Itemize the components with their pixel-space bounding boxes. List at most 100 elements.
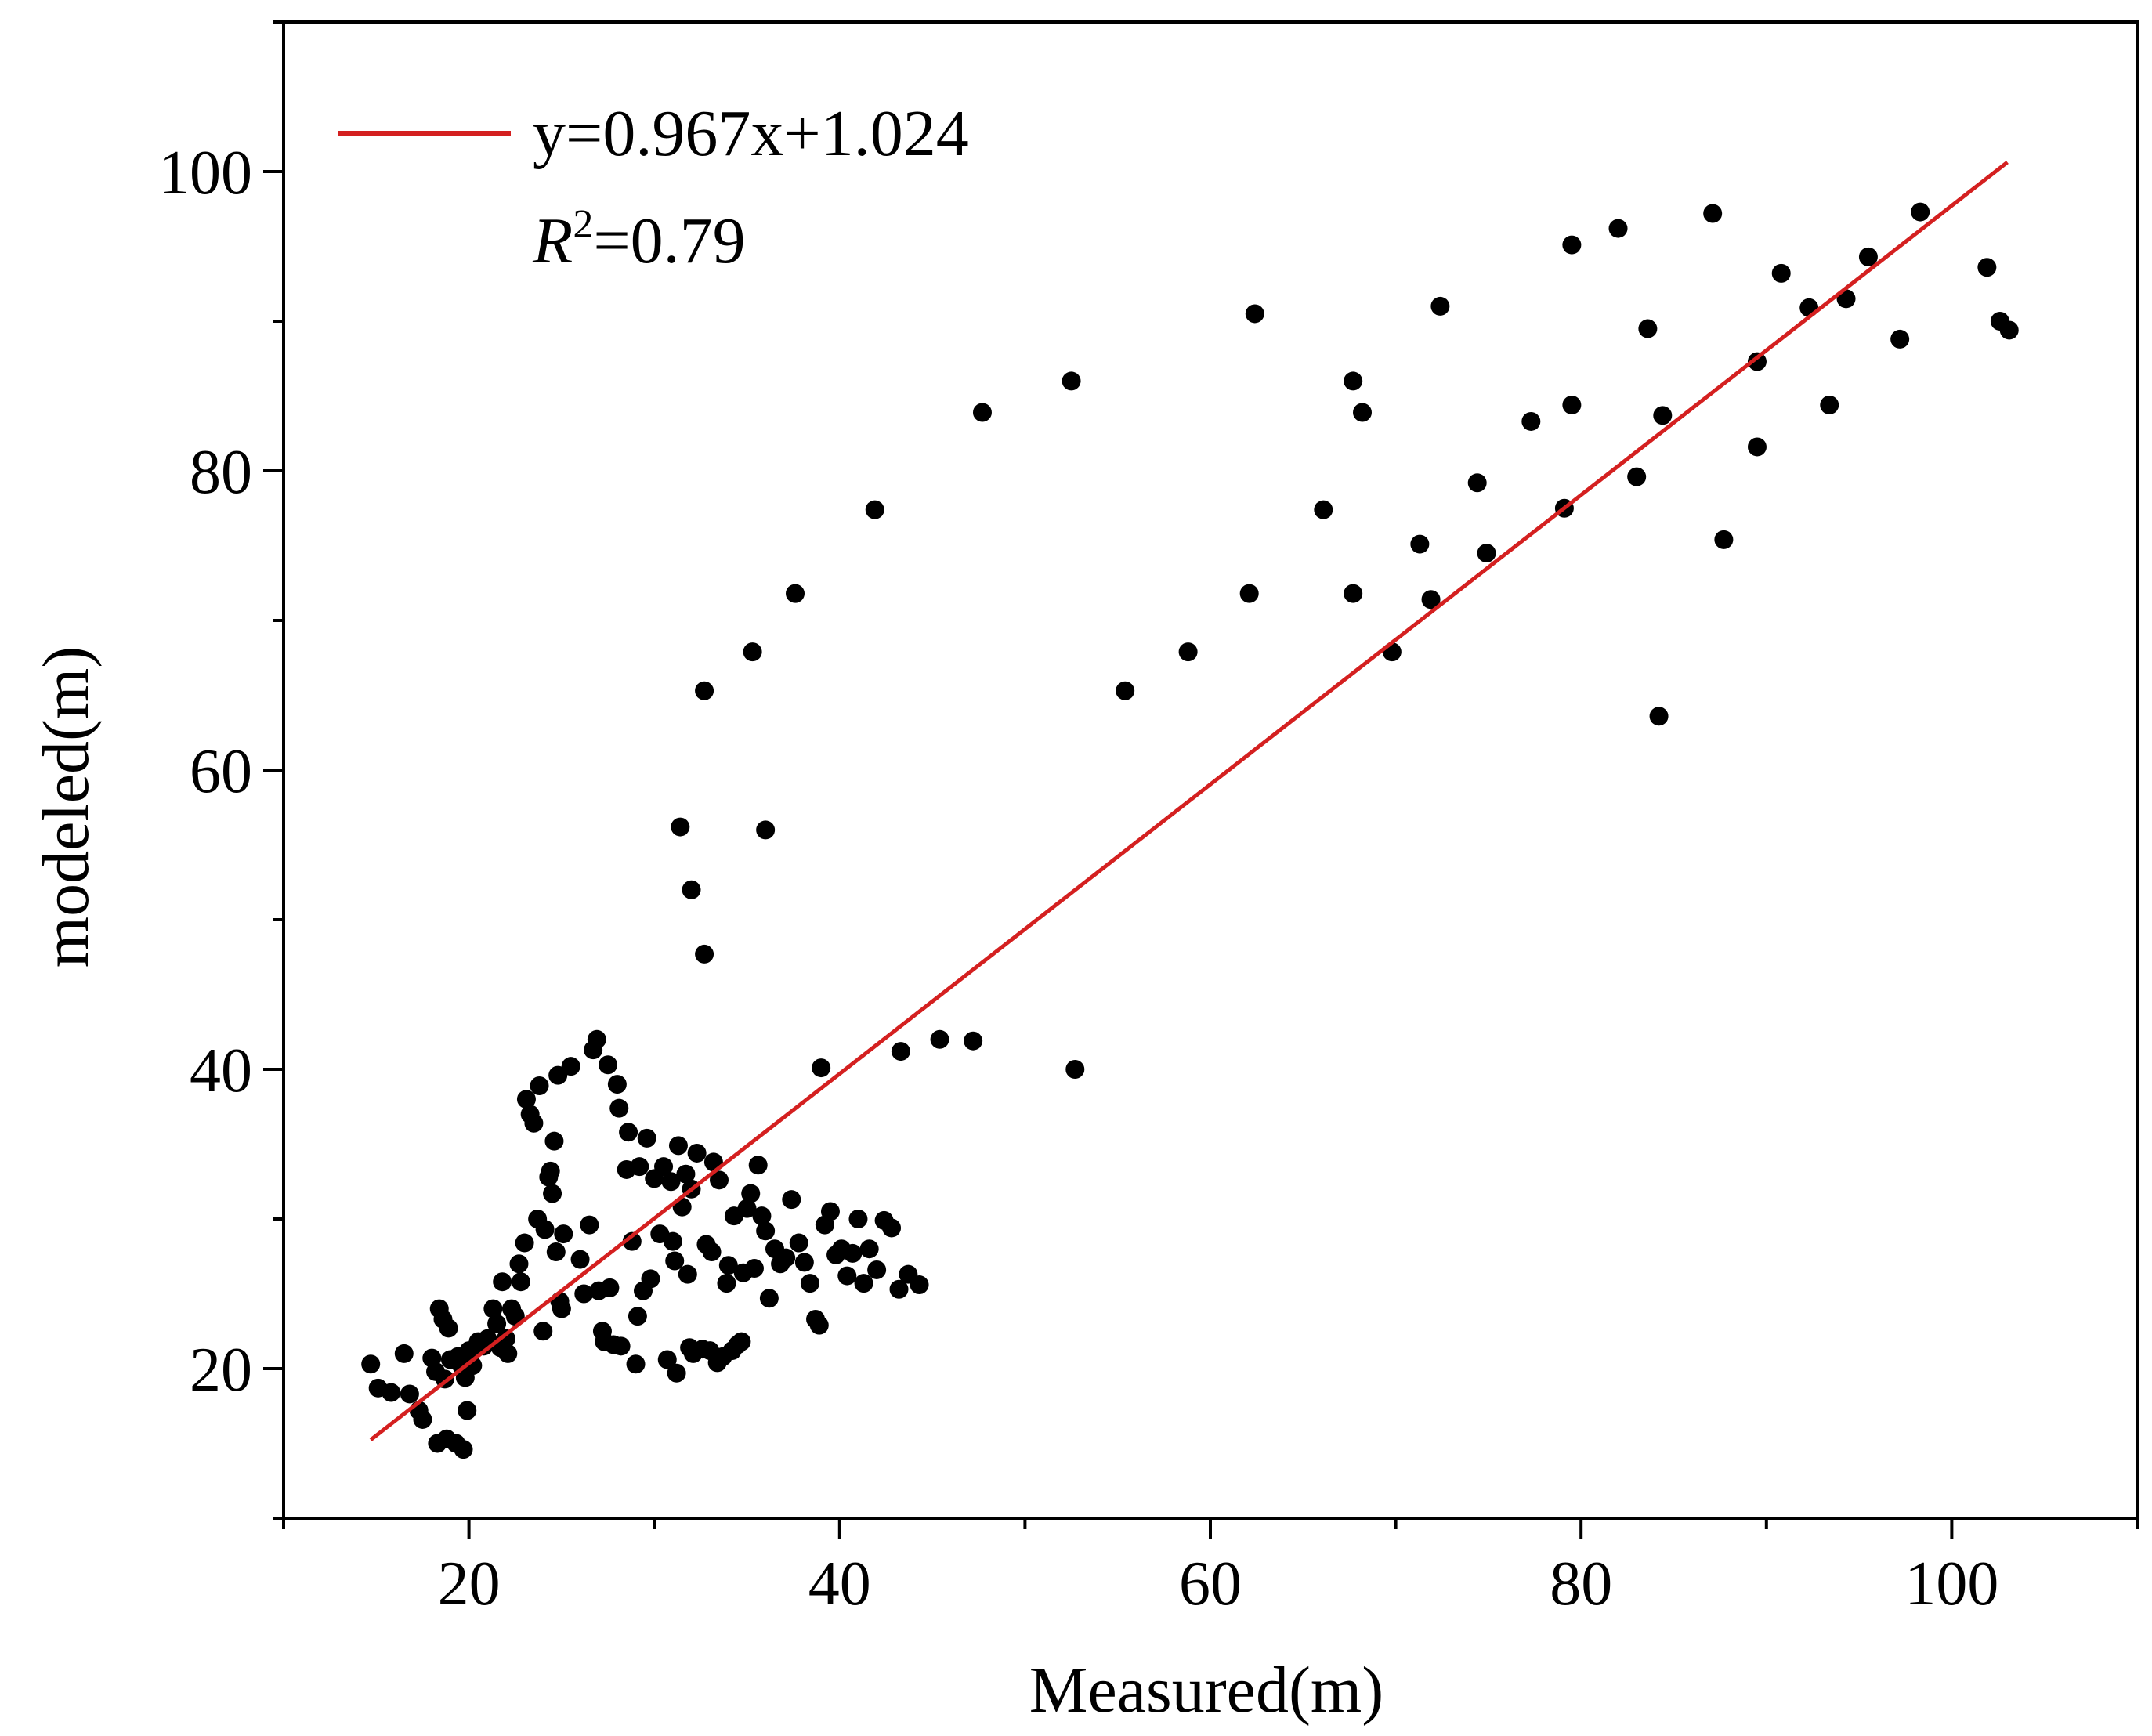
data-point bbox=[1714, 530, 1734, 549]
x-tick-label: 60 bbox=[1179, 1550, 1242, 1618]
data-point bbox=[756, 820, 776, 840]
data-point bbox=[541, 1161, 560, 1181]
data-point bbox=[1627, 467, 1647, 486]
data-point bbox=[1638, 319, 1658, 338]
data-point bbox=[394, 1344, 414, 1363]
legend-r-squared: R2=0.79 bbox=[532, 202, 746, 277]
data-point bbox=[493, 1272, 512, 1292]
data-point bbox=[626, 1354, 646, 1374]
data-point bbox=[496, 1329, 515, 1348]
data-point bbox=[843, 1243, 863, 1263]
data-point bbox=[1747, 352, 1767, 371]
data-point bbox=[619, 1123, 638, 1142]
data-point bbox=[533, 1322, 553, 1341]
data-point bbox=[600, 1278, 620, 1297]
data-point bbox=[463, 1356, 483, 1376]
data-point bbox=[682, 880, 701, 899]
data-point bbox=[665, 1251, 685, 1271]
data-point bbox=[570, 1250, 590, 1269]
data-point bbox=[930, 1029, 949, 1049]
r-squared-symbol: R bbox=[532, 204, 573, 277]
data-point bbox=[794, 1253, 814, 1272]
data-point bbox=[628, 1307, 647, 1326]
data-point bbox=[1116, 681, 1135, 700]
data-point bbox=[487, 1314, 507, 1333]
y-tick-label: 60 bbox=[190, 737, 252, 806]
data-point bbox=[743, 642, 762, 662]
data-point bbox=[668, 1136, 688, 1156]
data-point bbox=[1820, 395, 1839, 414]
data-point bbox=[516, 1090, 536, 1109]
data-point bbox=[695, 681, 714, 700]
data-point bbox=[1703, 204, 1723, 223]
data-point bbox=[800, 1274, 819, 1293]
data-point bbox=[1858, 247, 1878, 266]
data-point bbox=[910, 1275, 929, 1295]
data-point bbox=[1562, 395, 1582, 414]
data-point bbox=[637, 1128, 656, 1148]
data-point bbox=[786, 584, 805, 603]
data-point bbox=[759, 1289, 779, 1308]
data-point bbox=[1344, 584, 1363, 603]
data-point bbox=[1178, 642, 1198, 662]
data-point bbox=[654, 1157, 674, 1177]
data-point bbox=[543, 1184, 562, 1203]
data-point bbox=[782, 1190, 801, 1210]
data-point bbox=[812, 1058, 831, 1078]
data-point bbox=[561, 1057, 580, 1076]
axis-tick-labels: 20 40 60 80 100 20 40 60 80 100 bbox=[158, 139, 1998, 1618]
data-point bbox=[599, 1055, 618, 1075]
x-axis-title: Measured(m) bbox=[1029, 1654, 1383, 1727]
x-tick-label: 100 bbox=[1904, 1550, 1998, 1618]
y-axis-title: modeled(m) bbox=[30, 646, 103, 968]
data-point bbox=[667, 1363, 686, 1383]
data-point bbox=[695, 944, 714, 964]
data-point bbox=[865, 500, 884, 519]
data-point bbox=[748, 1156, 768, 1175]
data-point bbox=[607, 1075, 627, 1094]
data-point bbox=[524, 1113, 544, 1133]
data-point bbox=[498, 1344, 518, 1363]
data-point bbox=[574, 1284, 594, 1304]
data-point bbox=[972, 403, 992, 422]
data-point bbox=[820, 1202, 840, 1221]
x-tick-label: 80 bbox=[1550, 1550, 1612, 1618]
data-point bbox=[1430, 296, 1450, 316]
data-point bbox=[882, 1218, 902, 1238]
data-point bbox=[544, 1131, 564, 1151]
data-point bbox=[1521, 411, 1541, 431]
data-point bbox=[1065, 1060, 1085, 1079]
data-point bbox=[737, 1199, 757, 1218]
data-point bbox=[741, 1184, 761, 1203]
regression-line-group bbox=[369, 161, 2009, 1441]
data-points bbox=[361, 202, 2019, 1459]
data-point bbox=[1314, 500, 1333, 519]
data-point bbox=[1410, 534, 1430, 554]
data-point bbox=[678, 1264, 697, 1284]
data-point bbox=[752, 1206, 772, 1226]
x-tick-label: 20 bbox=[438, 1550, 501, 1618]
data-point bbox=[1747, 437, 1767, 457]
data-point bbox=[1239, 584, 1259, 603]
data-point bbox=[776, 1248, 796, 1268]
data-point bbox=[710, 1170, 729, 1190]
data-point bbox=[859, 1239, 879, 1259]
data-point bbox=[1353, 403, 1373, 422]
data-point bbox=[483, 1299, 503, 1318]
data-point bbox=[837, 1266, 857, 1286]
data-point bbox=[661, 1172, 681, 1192]
data-point bbox=[848, 1210, 868, 1228]
data-point bbox=[1421, 590, 1441, 609]
data-point bbox=[515, 1233, 534, 1253]
data-point bbox=[1977, 258, 1997, 277]
data-point bbox=[702, 1242, 722, 1262]
data-point bbox=[439, 1318, 458, 1338]
data-point bbox=[1467, 473, 1487, 493]
data-point bbox=[663, 1231, 682, 1251]
data-point bbox=[657, 1350, 677, 1369]
data-point bbox=[1890, 329, 1910, 349]
y-tick-label: 100 bbox=[158, 139, 252, 208]
data-point bbox=[744, 1259, 764, 1278]
data-point bbox=[511, 1272, 530, 1292]
